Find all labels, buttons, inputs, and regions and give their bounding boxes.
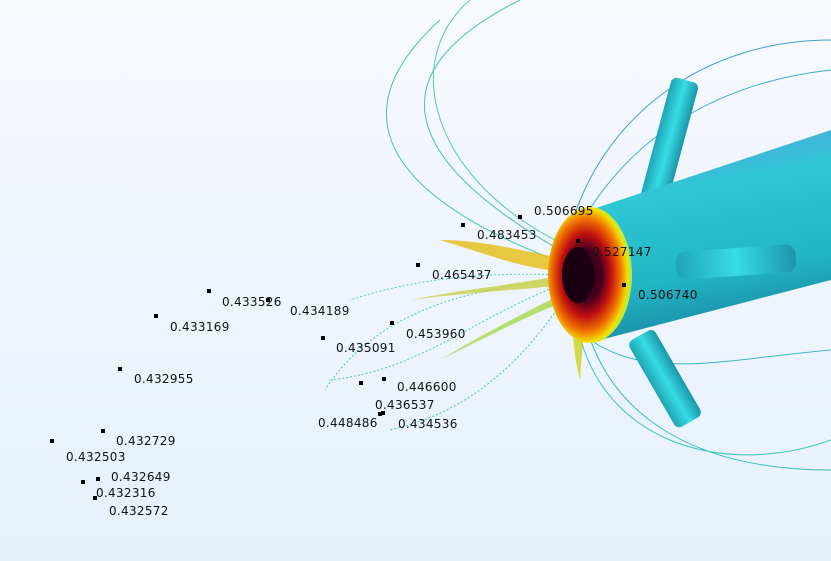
evaluation-point-label: 0.446600 <box>397 380 457 394</box>
evaluation-point-label: 0.432503 <box>66 450 126 464</box>
streamlines <box>324 0 831 471</box>
evaluation-point-marker <box>622 283 626 287</box>
evaluation-point-marker <box>381 411 385 415</box>
evaluation-point-label: 0.434189 <box>290 304 350 318</box>
evaluation-point-marker <box>266 298 270 302</box>
evaluation-point-label: 0.433169 <box>170 320 230 334</box>
evaluation-point-label: 0.434536 <box>398 417 458 431</box>
cylinder-body <box>548 77 831 428</box>
evaluation-point-label: 0.453960 <box>406 327 466 341</box>
evaluation-point-marker <box>416 263 420 267</box>
evaluation-point-label: 0.483453 <box>477 228 537 242</box>
evaluation-point-marker <box>93 496 97 500</box>
evaluation-point-marker <box>154 314 158 318</box>
evaluation-point-marker <box>518 215 522 219</box>
evaluation-point-marker <box>461 223 465 227</box>
evaluation-point-marker <box>81 480 85 484</box>
evaluation-point-label: 0.432729 <box>116 434 176 448</box>
evaluation-point-label: 0.465437 <box>432 268 492 282</box>
evaluation-point-marker <box>118 367 122 371</box>
evaluation-point-marker <box>390 321 394 325</box>
evaluation-point-marker <box>359 381 363 385</box>
evaluation-point-marker <box>321 336 325 340</box>
evaluation-point-label: 0.432572 <box>109 504 169 518</box>
evaluation-point-marker <box>207 289 211 293</box>
evaluation-point-marker <box>96 477 100 481</box>
evaluation-point-label: 0.527147 <box>592 245 652 259</box>
evaluation-point-marker <box>576 239 580 243</box>
evaluation-point-label: 0.432316 <box>96 486 156 500</box>
evaluation-point-label: 0.506740 <box>638 288 698 302</box>
evaluation-point-label: 0.506695 <box>534 204 594 218</box>
evaluation-point-label: 0.436537 <box>375 398 435 412</box>
evaluation-point-label: 0.432955 <box>134 372 194 386</box>
evaluation-point-marker <box>101 429 105 433</box>
evaluation-point-label: 0.435091 <box>336 341 396 355</box>
evaluation-point-marker <box>382 377 386 381</box>
evaluation-point-label: 0.432649 <box>111 470 171 484</box>
evaluation-point-label: 0.448486 <box>318 416 378 430</box>
evaluation-point-marker <box>378 412 382 416</box>
evaluation-point-label: 0.433526 <box>222 295 282 309</box>
evaluation-point-marker <box>50 439 54 443</box>
